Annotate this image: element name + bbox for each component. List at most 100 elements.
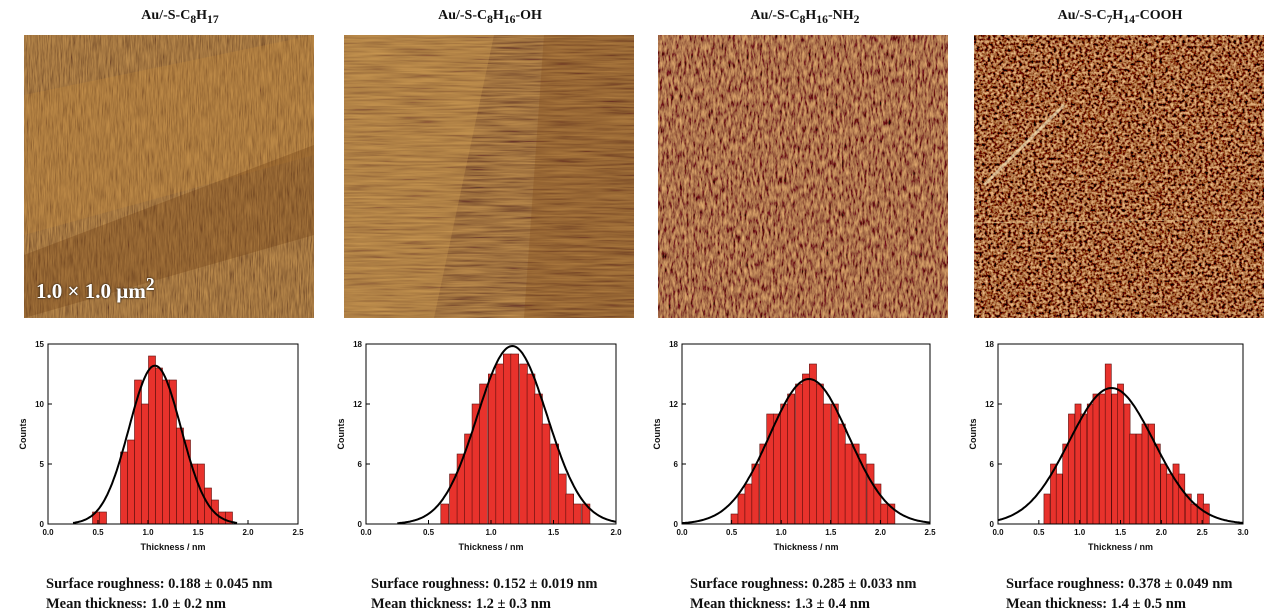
mean-thickness-text-3: Mean thickness: 1.3 ± 0.4 nm xyxy=(690,596,870,612)
x-tick-label: 0.0 xyxy=(676,528,688,537)
histogram-bar xyxy=(1080,413,1088,525)
y-axis-label: Counts xyxy=(336,419,346,450)
histogram-bar xyxy=(830,403,839,525)
afm-image-3 xyxy=(658,35,948,318)
histogram-bar xyxy=(1172,463,1180,525)
histogram-svg-3: 0.0 0.5 1.0 1.5 2.0 2.5 0 6 12 18 Thickness / nm Co… xyxy=(652,340,936,552)
histogram-bar xyxy=(1062,443,1070,525)
gaussian-fit-line xyxy=(997,386,1244,524)
histogram-bar xyxy=(1068,413,1075,525)
histogram-bar xyxy=(534,393,543,525)
mean-thickness-text-2: Mean thickness: 1.2 ± 0.3 nm xyxy=(371,596,551,612)
histogram-bar xyxy=(526,373,536,525)
y-tick-label: 18 xyxy=(985,340,994,349)
x-tick-label: 1.5 xyxy=(825,528,837,537)
y-tick-label: 18 xyxy=(353,340,362,349)
x-tick-label: 1.0 xyxy=(142,528,154,537)
y-tick-label: 6 xyxy=(674,460,679,469)
histogram-bar xyxy=(1123,403,1131,525)
y-tick-label: 0 xyxy=(990,520,995,529)
roughness-text-2: Surface roughness: 0.152 ± 0.019 nm xyxy=(371,576,598,592)
x-axis-label: Thickness / nm xyxy=(458,542,523,552)
y-tick-label: 10 xyxy=(35,400,44,409)
panel-title-2: Au/-S-C8H16-OH xyxy=(438,8,542,26)
histogram-bar xyxy=(773,413,782,525)
histogram-chart-1: 0.0 0.5 1.0 1.5 2.0 2.5 0 5 10 15 Thickness / nm Co… xyxy=(8,336,304,566)
histogram-bar xyxy=(503,353,512,525)
histogram-bar xyxy=(120,451,128,525)
histogram-bar xyxy=(488,373,497,525)
y-tick-label: 12 xyxy=(669,400,678,409)
x-tick-label: 1.5 xyxy=(192,528,204,537)
histogram-bar xyxy=(844,443,853,525)
x-tick-label: 1.5 xyxy=(548,528,560,537)
histogram-bar xyxy=(1160,463,1168,525)
histogram-chart-3: 0.0 0.5 1.0 1.5 2.0 2.5 0 6 12 18 Thickness / nm Co… xyxy=(642,336,936,566)
gaussian-fit-line xyxy=(72,364,238,524)
afm-texture-2 xyxy=(344,35,634,318)
y-tick-label: 12 xyxy=(985,400,994,409)
panel-title-1: Au/-S-C8H17 xyxy=(141,8,219,26)
histogram-bar xyxy=(519,363,528,525)
histogram-bar xyxy=(795,383,803,525)
histogram-bar xyxy=(866,463,875,525)
roughness-text-1: Surface roughness: 0.188 ± 0.045 nm xyxy=(46,576,273,592)
histogram-bar xyxy=(822,403,831,525)
histogram-bar xyxy=(1055,473,1063,525)
histogram-bar xyxy=(1092,393,1100,525)
histogram-bar xyxy=(1043,493,1051,525)
histogram-bar xyxy=(1178,473,1186,525)
afm-texture-4 xyxy=(973,35,1265,318)
x-axis-label: Thickness / nm xyxy=(140,542,205,552)
histogram-bar xyxy=(1117,383,1124,525)
caption-1: Surface roughness: 0.188 ± 0.045 nm Mean… xyxy=(46,574,272,614)
histogram-bar xyxy=(141,403,149,525)
histogram-bar xyxy=(744,483,753,525)
x-tick-label: 2.5 xyxy=(292,528,304,537)
histogram-bar xyxy=(837,423,846,525)
gaussian-fit-line xyxy=(397,344,617,525)
caption-2: Surface roughness: 0.152 ± 0.019 nm Mean… xyxy=(371,574,597,614)
histogram-bar xyxy=(880,503,889,525)
histogram-bar xyxy=(99,511,107,525)
afm-image-2 xyxy=(344,35,634,318)
y-tick-label: 12 xyxy=(353,400,362,409)
y-tick-label: 0 xyxy=(40,520,45,529)
y-tick-label: 15 xyxy=(35,340,44,349)
histogram-bar xyxy=(780,403,789,525)
histogram-chart-4: 0.0 0.5 1.0 1.5 2.0 2.5 3.0 0 6 12 18 Thickness / n… xyxy=(958,336,1249,566)
x-tick-label: 0.5 xyxy=(92,528,104,537)
histogram-bar xyxy=(787,393,795,525)
y-axis-label: Counts xyxy=(18,419,28,450)
y-tick-label: 18 xyxy=(669,340,678,349)
x-tick-label: 1.0 xyxy=(776,528,788,537)
x-tick-label: 1.5 xyxy=(1115,528,1127,537)
y-axis-label: Counts xyxy=(968,419,978,450)
histogram-bar xyxy=(541,423,551,525)
afm-image-4 xyxy=(973,35,1265,318)
x-tick-label: 2.0 xyxy=(1156,528,1168,537)
y-tick-label: 0 xyxy=(674,520,679,529)
x-tick-label: 2.5 xyxy=(924,528,936,537)
histogram-bar xyxy=(1153,443,1161,525)
x-tick-label: 0.0 xyxy=(360,528,372,537)
x-tick-label: 2.0 xyxy=(242,528,254,537)
histogram-bar xyxy=(127,439,135,525)
afm-texture-3 xyxy=(658,35,948,318)
y-axis-label: Counts xyxy=(652,419,662,450)
caption-3: Surface roughness: 0.285 ± 0.033 nm Mean… xyxy=(690,574,916,614)
panel-title-4: Au/-S-C7H14-COOH xyxy=(1057,8,1183,26)
x-tick-label: 0.0 xyxy=(992,528,1004,537)
histogram-bar xyxy=(162,379,170,525)
mean-thickness-text-4: Mean thickness: 1.4 ± 0.5 nm xyxy=(1006,596,1186,612)
histogram-svg-4: 0.0 0.5 1.0 1.5 2.0 2.5 3.0 0 6 12 18 Thickness / n… xyxy=(968,340,1249,552)
scale-label: 1.0 × 1.0 µm2 xyxy=(36,274,155,303)
histogram-bar xyxy=(176,427,184,525)
y-tick-label: 0 xyxy=(358,520,363,529)
histogram-bar xyxy=(1166,473,1173,525)
roughness-text-4: Surface roughness: 0.378 ± 0.049 nm xyxy=(1006,576,1233,592)
y-tick-label: 6 xyxy=(358,460,363,469)
x-tick-label: 0.0 xyxy=(42,528,54,537)
panel-title-3: Au/-S-C8H16-NH2 xyxy=(750,8,860,26)
x-axis-label: Thickness / nm xyxy=(1088,542,1153,552)
